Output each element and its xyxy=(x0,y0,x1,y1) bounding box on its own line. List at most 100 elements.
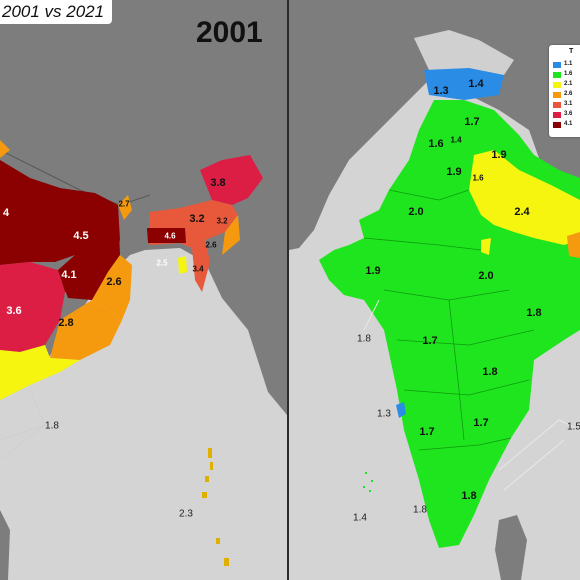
uttarakhand-label: 1.9 xyxy=(491,149,507,161)
state-arunachal xyxy=(200,155,263,205)
sri-lanka-land xyxy=(0,510,10,580)
maharashtra-label: 1.7 xyxy=(422,335,438,347)
legend-swatch xyxy=(553,72,561,78)
legend-label: 3.6 xyxy=(564,111,573,117)
chandigarh-label: 1.4 xyxy=(450,135,462,145)
legend-item: 3.6 xyxy=(553,111,580,120)
uttar-pradesh-label: 2.4 xyxy=(514,206,530,218)
chhattisgarh-2021-label: 1.8 xyxy=(526,307,542,319)
map-2021-svg xyxy=(289,0,580,580)
map-2021-panel: 1.3 1.4 1.7 1.6 1.4 1.9 1.9 1.6 2.0 2.4 … xyxy=(289,0,580,580)
legend-label: 3.1 xyxy=(564,101,573,107)
dnh-callout-label: 1.8 xyxy=(357,333,371,345)
nagaland-label: 3.2 xyxy=(216,216,228,226)
legend-item: 4.1 xyxy=(553,121,580,130)
sikkim-label: 2.7 xyxy=(118,199,130,209)
jharkhand-label: 4.1 xyxy=(61,269,77,281)
kashmir-region xyxy=(414,30,514,75)
state-ap xyxy=(0,345,80,400)
legend-item: 2.1 xyxy=(553,81,580,90)
state-partial xyxy=(0,140,10,158)
border-line xyxy=(0,149,151,206)
andhra-label: 1.7 xyxy=(473,417,489,429)
legend-item: 3.1 xyxy=(553,101,580,110)
himachal-label: 1.7 xyxy=(464,116,480,128)
panel-divider xyxy=(287,0,289,580)
telangana-label: 1.8 xyxy=(482,366,498,378)
legend-label: 2.1 xyxy=(564,81,573,87)
legend-swatch xyxy=(553,92,561,98)
madhya-pradesh-label: 2.0 xyxy=(478,270,494,282)
sri-lanka-land xyxy=(495,515,527,580)
goa-label: 1.3 xyxy=(377,408,391,420)
state-meghalaya xyxy=(147,228,186,243)
state-up-2021 xyxy=(469,150,580,245)
state-bihar-edge xyxy=(572,200,580,215)
arunachal-label: 3.8 xyxy=(210,177,226,189)
right-callout-label: 1.5 xyxy=(567,421,580,433)
state-odisha xyxy=(50,300,122,360)
legend-swatch xyxy=(553,82,561,88)
puducherry-callout-label: 1.8 xyxy=(413,504,427,516)
tamil-nadu-label: 1.8 xyxy=(461,490,477,502)
manipur-label: 2.6 xyxy=(205,240,217,250)
legend-label: 1.6 xyxy=(564,71,573,77)
legend-label: 1.1 xyxy=(564,61,573,67)
legend-swatch xyxy=(553,62,561,68)
year-label: 2001 xyxy=(196,16,263,49)
punjab-label: 1.6 xyxy=(428,138,444,150)
lakshadweep-islands xyxy=(363,472,373,492)
tripura-label: 2.5 xyxy=(156,258,168,268)
state-tripura xyxy=(178,256,187,274)
meghalaya-label: 4.6 xyxy=(164,231,176,241)
mizoram-label: 3.4 xyxy=(192,264,204,274)
state-goa xyxy=(396,402,406,418)
legend-label: 2.6 xyxy=(564,91,573,97)
state-jharkhand xyxy=(58,270,108,300)
neighbouring-land xyxy=(0,0,287,415)
karnataka-label: 1.7 xyxy=(419,426,435,438)
west-bengal-label: 2.6 xyxy=(106,276,122,288)
state-manipur xyxy=(222,215,240,255)
callout-lines xyxy=(363,299,580,491)
delhi-label: 1.6 xyxy=(472,173,484,183)
lakshadweep-label: 1.4 xyxy=(353,512,367,524)
legend-swatch xyxy=(553,112,561,118)
andaman-label: 2.3 xyxy=(179,508,193,520)
legend-item: 2.6 xyxy=(553,91,580,100)
callout-lines xyxy=(0,389,46,461)
ladakh-west-label: 1.3 xyxy=(433,85,449,97)
bihar-label: 4.5 xyxy=(73,230,89,242)
map-2001-panel: 2001 vs 2021 2001 4 4.5 4.1 3.6 2.6 2.8 … xyxy=(0,0,287,580)
map-2001-svg xyxy=(0,0,287,580)
odisha-label: 2.8 xyxy=(58,317,74,329)
state-up-sliver xyxy=(481,238,491,255)
chart-title: 2001 vs 2021 xyxy=(0,0,113,24)
assam-label: 3.2 xyxy=(189,213,205,225)
state-bihar xyxy=(58,205,120,300)
left-edge-label: 4 xyxy=(2,207,10,219)
andaman-islands xyxy=(202,448,229,566)
haryana-label: 1.9 xyxy=(446,166,462,178)
neighbouring-land xyxy=(289,0,580,320)
state-mizoram xyxy=(192,240,210,292)
legend-label: 4.1 xyxy=(564,121,573,127)
state-borders xyxy=(363,189,535,451)
gujarat-label: 1.9 xyxy=(365,265,381,277)
state-ladakh xyxy=(424,68,504,100)
chhattisgarh-label: 3.6 xyxy=(6,305,22,317)
legend-title: T xyxy=(569,48,574,55)
state-wb xyxy=(92,255,132,320)
legend-item: 1.1 xyxy=(553,61,580,70)
kerala-callout-label: 1.8 xyxy=(45,420,59,432)
state-mp-chh xyxy=(0,262,65,352)
rajasthan-label: 2.0 xyxy=(408,206,424,218)
state-edge-orange xyxy=(567,232,580,258)
legend-item: 1.6 xyxy=(553,71,580,80)
state-up xyxy=(0,160,120,272)
legend: T 1.1 1.6 2.1 2.6 3.1 3.6 4.1 xyxy=(549,45,580,137)
state-sikkim xyxy=(118,195,132,220)
legend-swatch xyxy=(553,102,561,108)
legend-swatch xyxy=(553,122,561,128)
